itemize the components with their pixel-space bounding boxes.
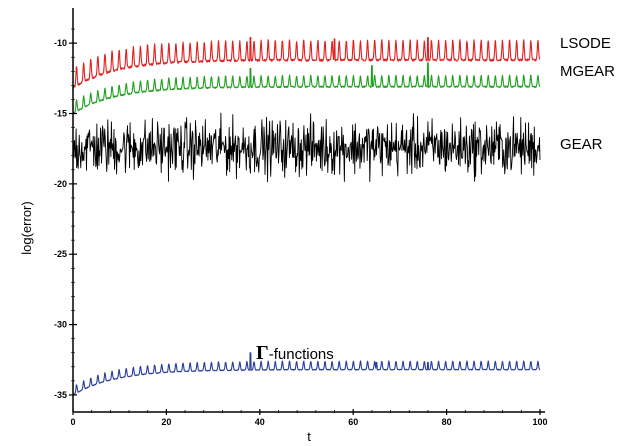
y-axis-title: log(error) xyxy=(19,201,34,254)
series-line-mgear xyxy=(72,62,541,114)
series-label-gamma-functions: Γ-functions xyxy=(256,342,334,364)
y-tick-label: -15 xyxy=(54,109,67,119)
ticks-layer: 0 20 40 60 80 100 -10 -15 -20 -25 -30 -35 xyxy=(54,28,548,427)
series-line-lsode xyxy=(72,36,541,89)
axes-layer xyxy=(72,8,545,413)
series-label-gear: GEAR xyxy=(560,136,603,153)
x-axis-title: t xyxy=(307,429,311,444)
x-tick-label: 20 xyxy=(161,417,171,427)
y-tick-label: -10 xyxy=(54,38,67,48)
x-tick-label: 80 xyxy=(442,417,452,427)
y-tick-label: -20 xyxy=(54,179,67,189)
series-line-gamma-functions xyxy=(72,352,541,396)
gamma-label-text: -functions xyxy=(269,346,334,363)
series-label-lsode: LSODE xyxy=(560,35,611,52)
curves-layer xyxy=(72,36,541,396)
y-tick-label: -25 xyxy=(54,249,67,259)
series-label-mgear: MGEAR xyxy=(560,63,615,80)
gamma-symbol: Γ xyxy=(256,342,269,364)
x-tick-label: 40 xyxy=(255,417,265,427)
x-tick-label: 0 xyxy=(70,417,75,427)
series-line-gear xyxy=(72,112,541,183)
x-tick-label: 60 xyxy=(348,417,358,427)
y-tick-label: -35 xyxy=(54,390,67,400)
x-tick-label: 100 xyxy=(532,417,547,427)
y-tick-label: -30 xyxy=(54,320,67,330)
